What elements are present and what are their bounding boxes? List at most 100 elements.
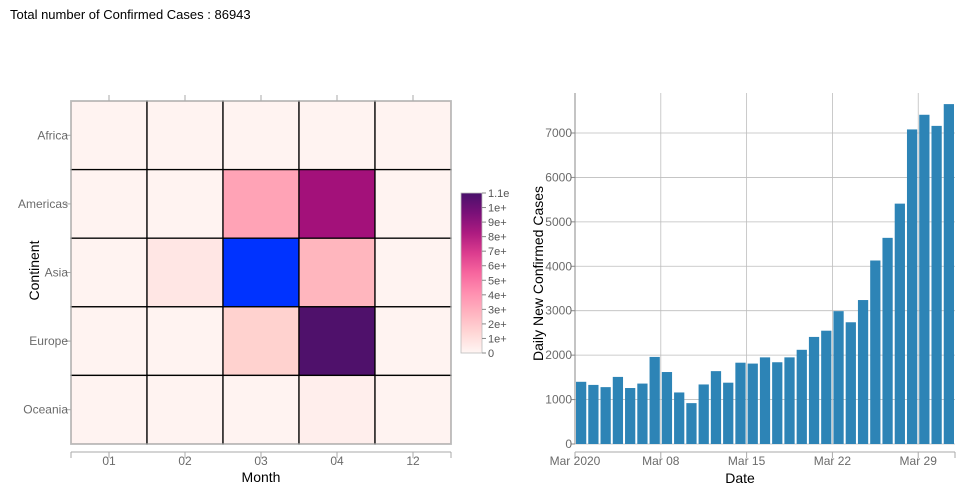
heatmap-cell bbox=[298, 306, 376, 377]
heatmap-y-axis-title: Continent bbox=[26, 240, 42, 300]
heatmap-cell bbox=[222, 237, 300, 308]
bar bbox=[649, 356, 660, 444]
bar bbox=[894, 203, 905, 444]
heatmap-y-tick-label: Asia bbox=[45, 266, 69, 280]
heatmap-cell bbox=[374, 168, 452, 239]
bar bbox=[833, 311, 844, 444]
heatmap-cell bbox=[374, 306, 452, 377]
bar-x-axis-title: Date bbox=[725, 470, 755, 486]
heatmap-cell bbox=[374, 100, 452, 171]
heatmap-cell bbox=[70, 168, 148, 239]
colorbar-tick-label: 3e+ bbox=[488, 304, 507, 316]
heatmap-cell bbox=[146, 168, 224, 239]
colorbar-tick-label: 7e+ bbox=[488, 246, 507, 258]
bar bbox=[747, 363, 758, 444]
bar-y-tick-label: 3000 bbox=[545, 304, 572, 318]
bar bbox=[882, 237, 893, 444]
heatmap-cell bbox=[222, 168, 300, 239]
heatmap-cell bbox=[298, 374, 376, 445]
heatmap-y-tick-label: Europe bbox=[29, 334, 68, 348]
bar-y-tick-label: 6000 bbox=[545, 170, 572, 184]
heatmap-cell bbox=[146, 237, 224, 308]
bar bbox=[661, 372, 673, 444]
colorbar-tick-label: 0 bbox=[488, 348, 494, 360]
heatmap-cell bbox=[70, 237, 148, 308]
total-confirmed-label: Total number of Confirmed Cases : bbox=[10, 7, 215, 22]
bar bbox=[600, 387, 611, 444]
colorbar-tick-label: 5e+ bbox=[488, 275, 507, 287]
bar-y-axis-title: Daily New Confirmed Cases bbox=[530, 186, 546, 361]
bar bbox=[870, 260, 881, 444]
heatmap-x-axis-title: Month bbox=[242, 469, 281, 485]
heatmap-x-tick-label: 03 bbox=[254, 454, 268, 468]
heatmap-y-tick-label: Oceania bbox=[23, 403, 68, 417]
heatmap-x-tick-label: 01 bbox=[102, 454, 116, 468]
heatmap-cell bbox=[298, 237, 376, 308]
bar-y-tick-label: 0 bbox=[565, 437, 572, 451]
bar bbox=[723, 382, 734, 444]
colorbar-tick-label: 4e+ bbox=[488, 290, 507, 302]
heatmap-x-tick-label: 04 bbox=[330, 454, 344, 468]
heatmap-y-tick-label: Africa bbox=[37, 128, 68, 142]
heatmap-cell bbox=[70, 100, 148, 171]
bar bbox=[919, 114, 930, 445]
bar-x-tick-label: Mar 22 bbox=[814, 454, 852, 468]
bar-x-tick-label: Mar 15 bbox=[728, 454, 766, 468]
bar bbox=[772, 362, 783, 444]
bar bbox=[796, 349, 807, 444]
bar bbox=[906, 129, 918, 444]
heatmap-cell bbox=[70, 374, 148, 445]
bar bbox=[686, 403, 697, 444]
total-confirmed-value: 86943 bbox=[214, 7, 251, 22]
bar bbox=[588, 384, 599, 444]
bar bbox=[784, 357, 795, 444]
bar bbox=[845, 322, 856, 444]
heatmap-cell bbox=[222, 100, 300, 171]
colorbar-tick-label: 1.1e bbox=[488, 188, 509, 200]
heatmap-cell bbox=[70, 306, 148, 377]
bar bbox=[625, 388, 636, 444]
colorbar-tick-label: 1e+ bbox=[488, 333, 507, 345]
heatmap-chart: Africa Americas Asia Europe Oceania 01 02 03 04 1… bbox=[18, 95, 509, 485]
bar bbox=[943, 104, 954, 444]
heatmap-cell bbox=[146, 306, 224, 377]
bar-y-tick-label: 7000 bbox=[545, 126, 572, 140]
bar bbox=[857, 300, 869, 444]
bar-x-tick-label: Mar 29 bbox=[900, 454, 938, 468]
bar bbox=[808, 336, 820, 444]
heatmap-cell bbox=[146, 100, 224, 171]
colorbar-tick-label: 1e+ bbox=[488, 203, 507, 215]
bar bbox=[576, 381, 587, 444]
bar bbox=[821, 330, 832, 444]
colorbar-tick-label: 6e+ bbox=[488, 261, 507, 273]
heatmap-cell bbox=[298, 100, 376, 171]
bar bbox=[735, 362, 746, 444]
bar bbox=[698, 384, 709, 444]
heatmap-cell bbox=[222, 306, 300, 377]
bar-y-tick-label: 2000 bbox=[545, 348, 572, 362]
bar bbox=[612, 376, 624, 444]
bar bbox=[637, 383, 648, 444]
bar bbox=[710, 371, 722, 444]
bar-y-tick-label: 1000 bbox=[545, 393, 572, 407]
colorbar-tick-label: 2e+ bbox=[488, 319, 507, 331]
bar-x-tick-label: Mar 2020 bbox=[550, 454, 601, 468]
heatmap-x-tick-label: 12 bbox=[406, 454, 420, 468]
heatmap-cell bbox=[374, 374, 452, 445]
heatmap-cell bbox=[146, 374, 224, 445]
bar-chart: 0 1000 2000 3000 4000 5000 6000 7000 Mar 2020 Mar… bbox=[530, 93, 956, 486]
heatmap-cell bbox=[298, 168, 376, 239]
bar-x-tick-label: Mar 08 bbox=[642, 454, 680, 468]
colorbar-tick-label: 8e+ bbox=[488, 232, 507, 244]
bar bbox=[759, 357, 771, 444]
bar-y-tick-label: 4000 bbox=[545, 259, 572, 273]
colorbar-rect bbox=[460, 192, 483, 354]
bar-y-tick-label: 5000 bbox=[545, 215, 572, 229]
heatmap-y-tick-label: Americas bbox=[18, 197, 68, 211]
total-confirmed-summary: Total number of Confirmed Cases : 86943 bbox=[10, 7, 251, 22]
colorbar-tick-label: 9e+ bbox=[488, 217, 507, 229]
heatmap-x-tick-label: 02 bbox=[178, 454, 192, 468]
bar bbox=[674, 392, 685, 444]
heatmap-cell bbox=[222, 374, 300, 445]
